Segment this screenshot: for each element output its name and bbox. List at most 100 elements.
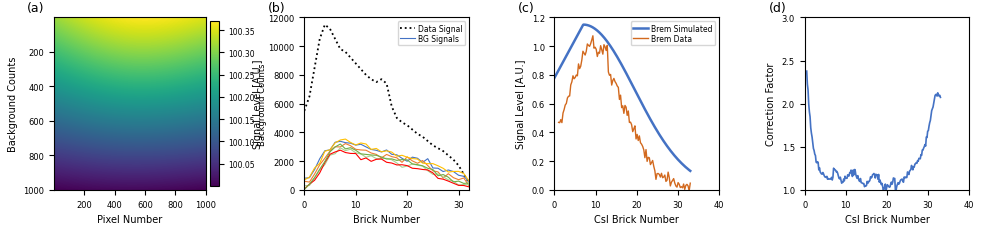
BG Signals [422, 158, 434, 160]
Y-axis label: Background Counts: Background Counts [8, 57, 18, 152]
Data Signal [309, 67, 321, 70]
Brem Data [645, 164, 656, 166]
BG Signals [437, 170, 449, 173]
Line: Data Signal: Data Signal [304, 25, 469, 183]
BG Signals [391, 154, 402, 157]
Data Signal [458, 173, 469, 176]
Data Signal [422, 140, 434, 143]
Y-axis label: Signal Level [A.U.]: Signal Level [A.U.] [516, 60, 525, 149]
BG Signals [330, 141, 341, 144]
Brem Data [657, 176, 669, 179]
Brem Data [553, 121, 565, 124]
Data Signal [401, 124, 413, 127]
Text: (d): (d) [769, 2, 786, 15]
BG Signals [416, 161, 428, 164]
Brem Data [627, 131, 639, 134]
Data Signal [448, 159, 460, 161]
Data Signal [303, 96, 315, 98]
Data Signal [381, 83, 393, 85]
Y-axis label: Signal Level [A.U.]: Signal Level [A.U.] [253, 60, 263, 149]
Y-axis label: Background Counts: Background Counts [258, 63, 267, 145]
BG Signals [335, 140, 346, 143]
BG Signals [370, 149, 382, 152]
BG Signals [432, 167, 444, 170]
BG Signals [427, 167, 439, 170]
Brem Data [589, 47, 601, 49]
Data Signal [360, 74, 372, 77]
BG Signals [319, 150, 331, 153]
BG Signals [463, 180, 475, 183]
Brem Simulated [578, 24, 589, 27]
Data Signal [406, 128, 418, 131]
Data Signal [453, 164, 464, 167]
Data Signal [314, 38, 326, 41]
X-axis label: CsI Brick Number: CsI Brick Number [594, 214, 679, 224]
X-axis label: Pixel Number: Pixel Number [97, 214, 162, 224]
Brem Data [587, 35, 599, 38]
Brem Data [683, 190, 695, 192]
Brem Simulated [548, 77, 560, 80]
Brem Simulated [684, 170, 696, 172]
BG Signals [355, 143, 367, 146]
Brem Simulated [672, 158, 684, 161]
BG Signals [386, 153, 398, 156]
BG Signals [339, 142, 351, 144]
Line: BG Signals: BG Signals [304, 142, 469, 182]
Data Signal [391, 117, 402, 120]
Brem Simulated [549, 76, 561, 79]
Data Signal [335, 48, 346, 51]
BG Signals [360, 146, 372, 149]
Line: Brem Data: Brem Data [559, 37, 690, 191]
Data Signal [319, 24, 331, 27]
Brem Simulated [630, 90, 642, 93]
BG Signals [397, 157, 408, 160]
Data Signal [370, 81, 382, 84]
Brem Data [684, 182, 696, 185]
BG Signals [406, 156, 418, 159]
BG Signals [344, 142, 356, 145]
Text: (a): (a) [27, 2, 44, 15]
Data Signal [432, 147, 444, 150]
Legend: Data Signal, BG Signals: Data Signal, BG Signals [398, 22, 465, 46]
Brem Simulated [630, 91, 642, 94]
BG Signals [458, 175, 469, 178]
Data Signal [365, 79, 377, 81]
BG Signals [401, 160, 413, 163]
BG Signals [376, 151, 388, 154]
Data Signal [411, 133, 423, 136]
Data Signal [376, 79, 388, 81]
BG Signals [443, 169, 455, 172]
X-axis label: Brick Number: Brick Number [353, 214, 420, 224]
Data Signal [397, 121, 408, 124]
Data Signal [416, 136, 428, 139]
BG Signals [411, 157, 423, 160]
Data Signal [437, 150, 449, 153]
BG Signals [298, 177, 310, 180]
BG Signals [314, 158, 326, 160]
Data Signal [324, 28, 336, 31]
Data Signal [350, 63, 362, 65]
Data Signal [443, 154, 455, 157]
Data Signal [463, 182, 475, 184]
Text: (c): (c) [519, 2, 535, 15]
Data Signal [386, 106, 398, 108]
BG Signals [381, 149, 393, 152]
Data Signal [339, 51, 351, 54]
Data Signal [427, 144, 439, 147]
Brem Simulated [663, 148, 675, 151]
BG Signals [309, 168, 321, 171]
Brem Simulated [632, 95, 644, 98]
BG Signals [453, 174, 464, 177]
Legend: Brem Simulated, Brem Data: Brem Simulated, Brem Data [631, 22, 715, 46]
Text: (b): (b) [268, 2, 285, 15]
Data Signal [355, 68, 367, 71]
BG Signals [365, 148, 377, 151]
Data Signal [298, 110, 310, 113]
Data Signal [330, 38, 341, 41]
Y-axis label: Correction Factor: Correction Factor [767, 63, 776, 146]
Data Signal [344, 57, 356, 60]
X-axis label: CsI Brick Number: CsI Brick Number [844, 214, 929, 224]
BG Signals [324, 149, 336, 152]
BG Signals [350, 144, 362, 147]
BG Signals [448, 170, 460, 173]
